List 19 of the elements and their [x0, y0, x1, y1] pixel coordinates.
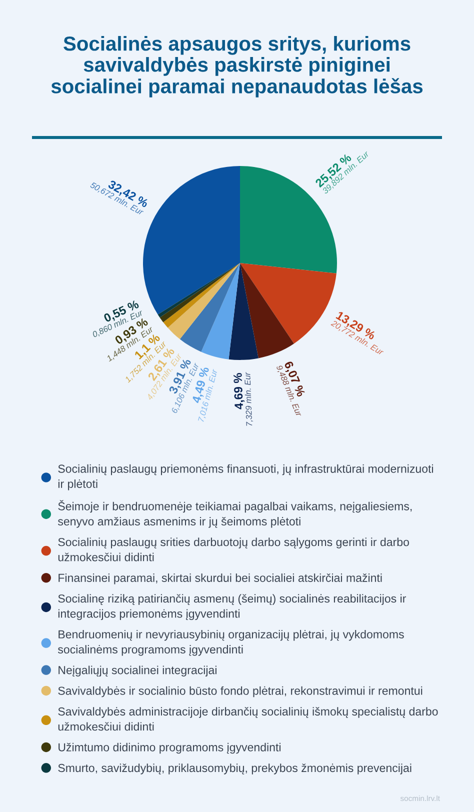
legend-label: Neįgaliųjų socialinei integracijai [58, 666, 216, 676]
data-label: 6,07 % 9,488 mln. Eur [275, 360, 306, 418]
legend-label: Savivaldybės ir socialinio būsto fondo plėtrai, rekonstravimui ir remontui [58, 686, 422, 698]
legend-label: Savivaldybės administracijoje dirbančių socialinių išmokų specialistų darbo užmokesčiui didinti [58, 707, 438, 731]
legend-label: Socialinę riziką patiriančių asmenų (šeimų) socialinės reabilitacijos ir integracijos priemonėms įgyvendinti [58, 594, 406, 620]
pie-slice [180, 263, 240, 352]
chart-title: Socialinės apsaugos sritys, kurioms savivaldybės paskirstė piniginei socialinei paramai nepanaudotas lėšas [51, 36, 423, 98]
pie-slice [201, 263, 240, 360]
legend-label: Smurto, savižudybių, priklausomybių, prekybos žmonėmis prevencijai [58, 764, 412, 774]
legend-label: Bendruomenių ir nevyriausybinių organizacijų plėtrai, jų vykdomoms socialinėms programoms įgyvendinti [58, 630, 404, 656]
legend-label: Socialinių paslaugų priemonėms finansuoti, jų infrastruktūrai modernizuoti ir plėtoti [58, 464, 434, 490]
pie-slice [240, 263, 294, 358]
pie-slice [228, 263, 258, 360]
legend-label: Socialinių paslaugų srities darbuotojų darbo sąlygoms gerinti ir darbo užmokesčiui didinti [58, 538, 409, 562]
legend-label: Finansinei paramai, skirtai skurdui bei socialiei atskirčiai mažinti [58, 573, 382, 584]
data-label: 4,69 % 7,329 mln. Eur [233, 372, 254, 426]
legend-label: Šeimoje ir bendruomenėje teikiamai pagalbai vaikams, neįgaliesiems, senyvo amžiaus asmenims ir jų šeimoms plėtoti [58, 500, 412, 528]
pie-slice [168, 263, 240, 340]
legend-label: Užimtumo didinimo programoms įgyvendinti [58, 742, 280, 754]
